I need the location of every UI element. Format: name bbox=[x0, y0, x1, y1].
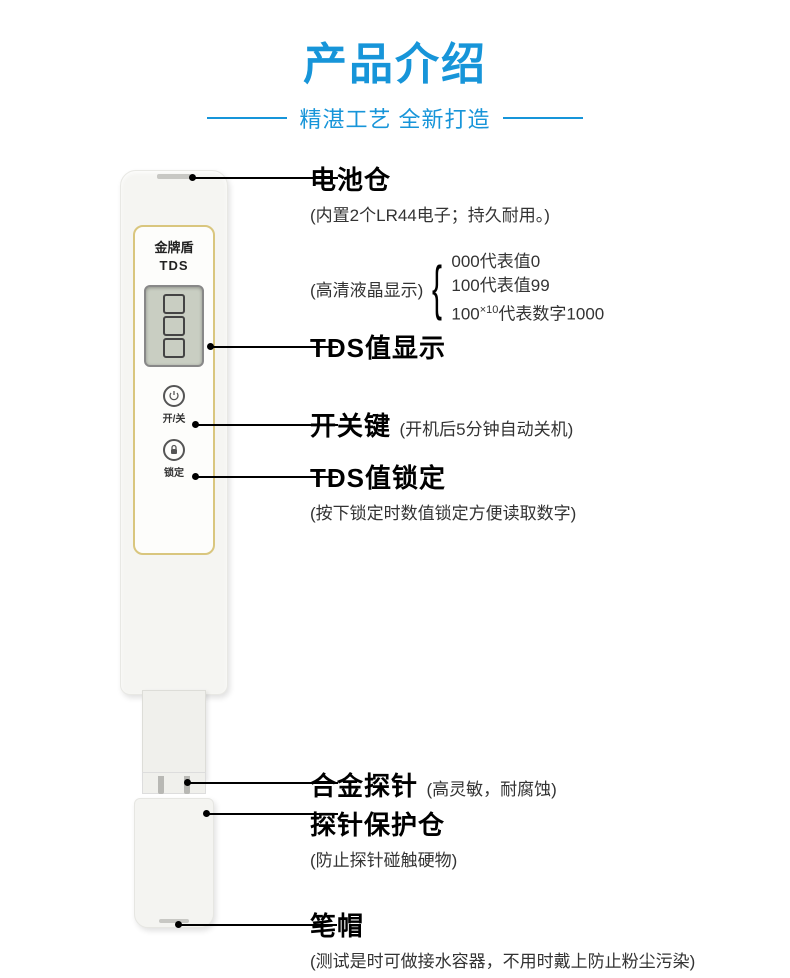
callout-inline: (高灵敏，耐腐蚀) bbox=[426, 780, 556, 799]
callout-desc: (测试是时可做接水容器，不用时戴上防止粉尘污染) bbox=[310, 947, 770, 972]
lcd-digit bbox=[163, 294, 185, 314]
brand-label: 金牌盾 bbox=[141, 237, 207, 256]
callout-title: TDS值显示 bbox=[310, 333, 446, 363]
power-icon bbox=[163, 385, 185, 407]
probe-pin bbox=[158, 776, 164, 794]
callout-title: 合金探针 bbox=[310, 771, 418, 801]
divider-left bbox=[207, 117, 287, 119]
battery-slot bbox=[157, 174, 191, 179]
lcd-info-lines: 000代表值0 100代表值99 100×10代表数字1000 bbox=[451, 250, 604, 327]
brand-sub-label: TDS bbox=[141, 258, 207, 273]
device-cap bbox=[134, 798, 214, 928]
button-group: 开/关 锁定 bbox=[141, 385, 207, 479]
page-subtitle: 精湛工艺 全新打造 bbox=[299, 102, 490, 134]
lock-icon bbox=[163, 439, 185, 461]
callout-title: TDS值锁定 bbox=[310, 463, 446, 493]
callout-title: 笔帽 bbox=[310, 911, 364, 941]
callout-inline: (开机后5分钟自动关机) bbox=[399, 420, 573, 439]
device-panel: 金牌盾 TDS 开/关 锁定 bbox=[133, 225, 215, 555]
callout-cap: 笔帽 (测试是时可做接水容器，不用时戴上防止粉尘污染) bbox=[310, 906, 770, 972]
lcd-info-line1: 000代表值0 bbox=[451, 250, 604, 274]
lcd-info-line3: 100×10代表数字1000 bbox=[451, 298, 604, 327]
callout-desc: (按下锁定时数值锁定方便读取数字) bbox=[310, 499, 770, 524]
callout-title: 探针保护仓 bbox=[310, 810, 445, 840]
subtitle-row: 精湛工艺 全新打造 bbox=[0, 102, 790, 134]
lcd-info-block: (高清液晶显示) { 000代表值0 100代表值99 100×10代表数字10… bbox=[310, 250, 604, 327]
lcd-info-line2: 100代表值99 bbox=[451, 274, 604, 298]
callout-desc: (防止探针碰触硬物) bbox=[310, 846, 770, 871]
power-button-row: 开/关 bbox=[141, 385, 207, 425]
callout-power: 开关键 (开机后5分钟自动关机) bbox=[310, 406, 770, 443]
page-title: 产品介绍 bbox=[0, 28, 790, 92]
device-neck bbox=[142, 690, 206, 780]
device-illustration: 金牌盾 TDS 开/关 锁定 bbox=[120, 170, 228, 930]
lcd-info-label: (高清液晶显示) bbox=[310, 276, 423, 301]
cap-slot bbox=[159, 919, 189, 923]
callout-desc: (内置2个LR44电子；持久耐用。) bbox=[310, 201, 770, 226]
lcd-digit bbox=[163, 316, 185, 336]
lcd-screen bbox=[144, 285, 204, 367]
lcd-digit bbox=[163, 338, 185, 358]
header: 产品介绍 精湛工艺 全新打造 bbox=[0, 0, 790, 134]
callout-lock: TDS值锁定 (按下锁定时数值锁定方便读取数字) bbox=[310, 458, 770, 524]
callout-title: 电池仓 bbox=[310, 165, 391, 195]
callout-title: 开关键 bbox=[310, 411, 391, 441]
divider-right bbox=[503, 117, 583, 119]
callout-battery: 电池仓 (内置2个LR44电子；持久耐用。) bbox=[310, 160, 770, 226]
callout-tds-display: TDS值显示 bbox=[310, 328, 770, 365]
callout-probe: 合金探针 (高灵敏，耐腐蚀) 探针保护仓 (防止探针碰触硬物) bbox=[310, 766, 770, 871]
device-body: 金牌盾 TDS 开/关 锁定 bbox=[120, 170, 228, 695]
brace-icon: { bbox=[432, 258, 442, 318]
